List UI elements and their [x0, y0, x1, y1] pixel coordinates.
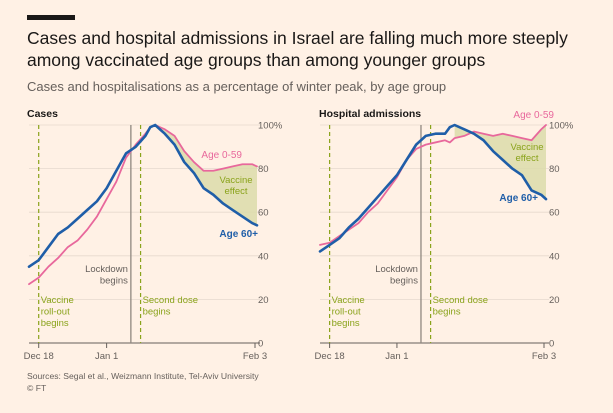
source-note: Sources: Segal et al., Weizmann Institut… [27, 371, 427, 394]
x-tick-label: Feb 3 [532, 351, 556, 362]
marker-label: Second dose [143, 295, 198, 306]
vaccine-effect-area [155, 125, 257, 226]
panel-hospital-admissions: Hospital admissions 0 20 40 60 80 100% Dec 18 Ja… [315, 108, 574, 362]
chart-subtitle: Cases and hospitalisations as a percenta… [27, 79, 447, 94]
vaccine-effect-label: effect [224, 186, 247, 197]
series-line-age-0-59 [319, 124, 547, 246]
y-tick-label: 20 [549, 295, 560, 306]
y-tick-label: 0 [258, 339, 263, 350]
x-tick-label: Dec 18 [315, 351, 345, 362]
vaccine-effect-label: effect [515, 153, 538, 164]
marker-label: Vaccine [41, 295, 74, 306]
x-tick-label: Dec 18 [24, 351, 54, 362]
vaccine-effect-label: Vaccine [510, 142, 543, 153]
y-tick-label: 80 [549, 164, 560, 175]
y-tick-label: 100% [549, 121, 574, 132]
marker-label: Vaccine [332, 295, 365, 306]
x-tick-label: Feb 3 [243, 351, 267, 362]
y-tick-label: 60 [549, 208, 560, 219]
y-tick-label: 100% [258, 121, 283, 132]
series-label-age-60-plus: Age 60+ [219, 229, 258, 240]
marker-label: Lockdown [375, 264, 418, 275]
marker-label: Second dose [433, 295, 488, 306]
series-label-age-0-59: Age 0-59 [513, 110, 554, 121]
y-tick-label: 60 [258, 208, 269, 219]
y-tick-label: 0 [549, 339, 554, 350]
y-tick-label: 40 [258, 251, 269, 262]
x-tick-label: Jan 1 [385, 351, 408, 362]
panel-title: Cases [27, 108, 58, 120]
marker-label: roll-out [332, 307, 361, 318]
marker-label: begins [390, 276, 418, 287]
y-tick-label: 20 [258, 295, 269, 306]
brand-bar [27, 15, 75, 20]
marker-label: begins [332, 318, 360, 329]
vaccine-effect-label: Vaccine [219, 175, 252, 186]
chart-title: Cases and hospital admissions in Israel … [27, 28, 568, 70]
y-tick-label: 80 [258, 164, 269, 175]
marker-label: Lockdown [85, 264, 128, 275]
panel-cases: Cases 0 20 40 60 80 100% Dec 18 Jan 1 Feb 3 Vaccin… [24, 108, 283, 362]
series-line-age-60-plus [27, 123, 259, 269]
vaccine-effect-area [454, 125, 546, 200]
series-line-age-60-plus [318, 123, 548, 253]
panel-title: Hospital admissions [319, 108, 421, 120]
y-tick-label: 40 [549, 251, 560, 262]
ft-credit: © FT [27, 382, 47, 393]
marker-label: begins [41, 318, 69, 329]
marker-label: begins [433, 307, 461, 318]
marker-label: roll-out [41, 307, 70, 318]
source-text: Sources: Segal et al., Weizmann Institut… [27, 371, 259, 381]
x-tick-label: Jan 1 [95, 351, 118, 362]
series-label-age-0-59: Age 0-59 [201, 150, 242, 161]
series-label-age-60-plus: Age 60+ [499, 193, 538, 204]
marker-label: begins [143, 307, 171, 318]
marker-label: begins [100, 276, 128, 287]
